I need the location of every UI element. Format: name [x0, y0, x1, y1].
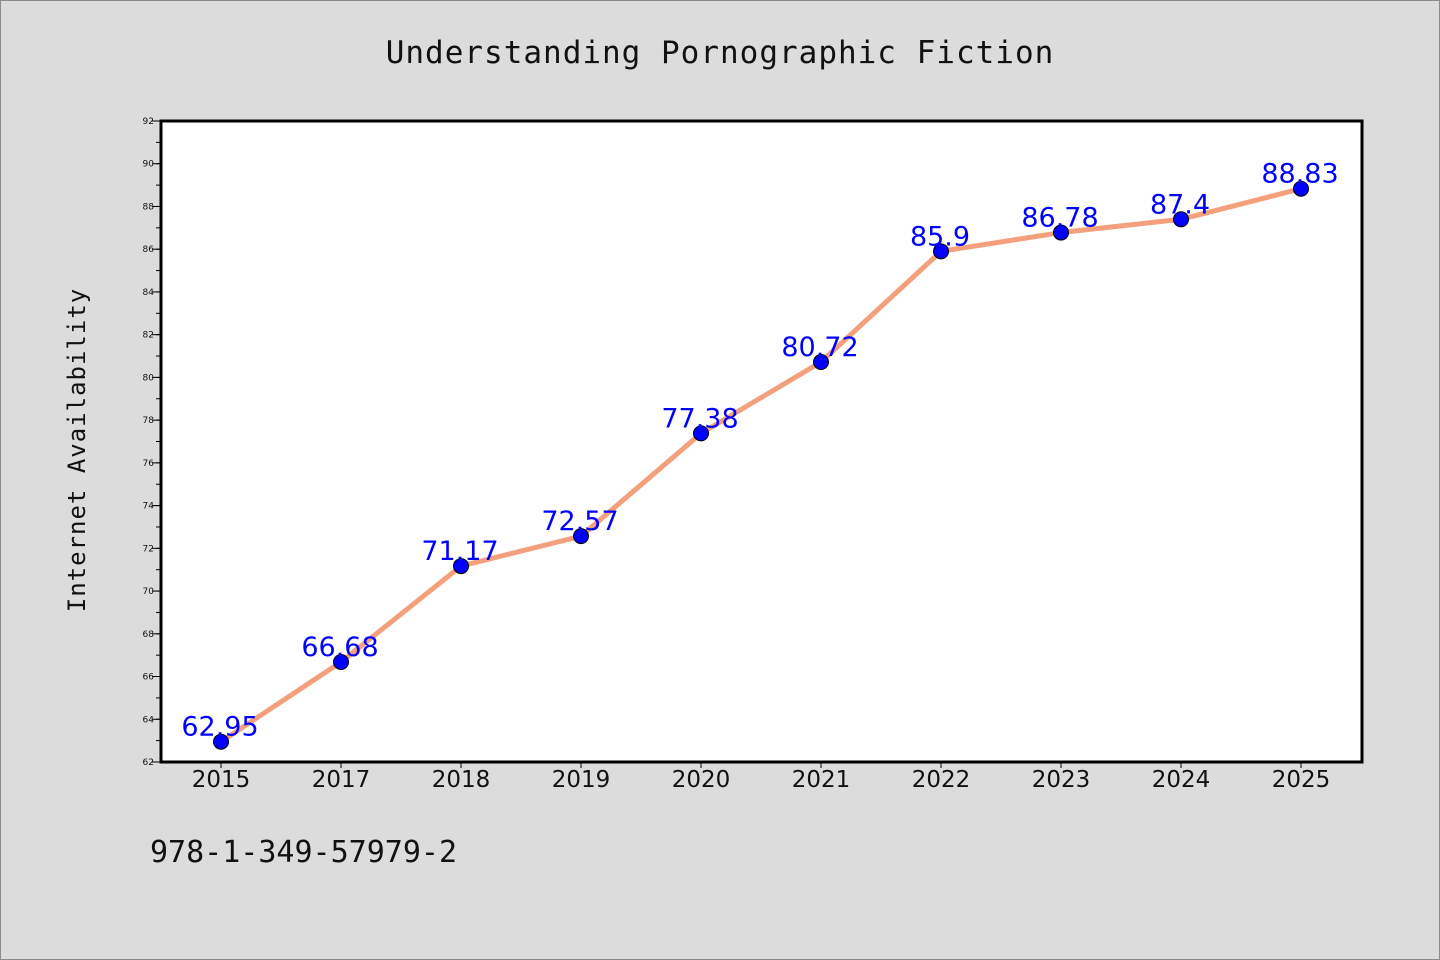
y-tick-label: 66: [143, 673, 155, 683]
x-tick-label: 2023: [1032, 767, 1091, 793]
data-label: 85.9: [910, 221, 970, 252]
data-label: 86.78: [1021, 203, 1098, 234]
series-line: [218, 186, 1304, 745]
data-label: 80.72: [781, 332, 858, 363]
data-point: [1173, 211, 1189, 228]
y-tick-label: 68: [143, 630, 155, 640]
data-point: [453, 558, 469, 575]
y-tick-label: 64: [143, 715, 155, 725]
data-label: 62.95: [181, 712, 258, 743]
y-tick-label: 88: [143, 202, 155, 212]
y-tick-label: 90: [143, 160, 155, 170]
data-point: [933, 243, 949, 260]
y-tick-label: 76: [143, 459, 155, 469]
x-tick-label: 2020: [672, 767, 731, 793]
data-point: [573, 528, 589, 545]
data-point: [333, 654, 349, 671]
y-tick-label: 78: [143, 416, 155, 426]
x-tick-label: 2021: [792, 767, 851, 793]
data-label: 88.83: [1261, 159, 1338, 190]
y-tick-label: 74: [143, 502, 155, 512]
y-tick-label: 80: [143, 373, 155, 383]
x-tick-label: 2024: [1152, 767, 1211, 793]
data-point: [693, 425, 709, 442]
chart-title: Understanding Pornographic Fiction: [385, 35, 1055, 71]
data-point: [1293, 180, 1309, 197]
y-tick-label: 72: [143, 544, 154, 554]
y-tick-label: 62: [143, 758, 154, 768]
x-tick-label: 2018: [432, 767, 491, 793]
data-point: [213, 733, 229, 750]
axes-frame: [159, 119, 1364, 764]
y-tick-label: 86: [143, 245, 155, 255]
y-tick-label: 84: [143, 288, 155, 298]
data-point: [813, 354, 829, 371]
plot-area: [161, 121, 1362, 762]
data-label: 77.38: [661, 403, 738, 434]
x-tick-label: 2025: [1272, 767, 1331, 793]
x-tick-label: 2015: [192, 767, 251, 793]
x-tick-label: 2017: [312, 767, 371, 793]
data-label: 87.4: [1150, 189, 1210, 220]
footer-identifier: 978-1-349-57979-2: [150, 835, 458, 870]
x-tick-label: 2019: [552, 767, 611, 793]
y-tick-label: 70: [143, 587, 155, 597]
data-label: 72.57: [541, 506, 618, 537]
data-label: 71.17: [421, 536, 498, 567]
y-tick-label: 92: [143, 117, 154, 127]
data-point: [1053, 224, 1069, 241]
x-tick-label: 2022: [912, 767, 971, 793]
y-tick-label: 82: [143, 331, 154, 341]
data-label: 66.68: [301, 632, 378, 663]
